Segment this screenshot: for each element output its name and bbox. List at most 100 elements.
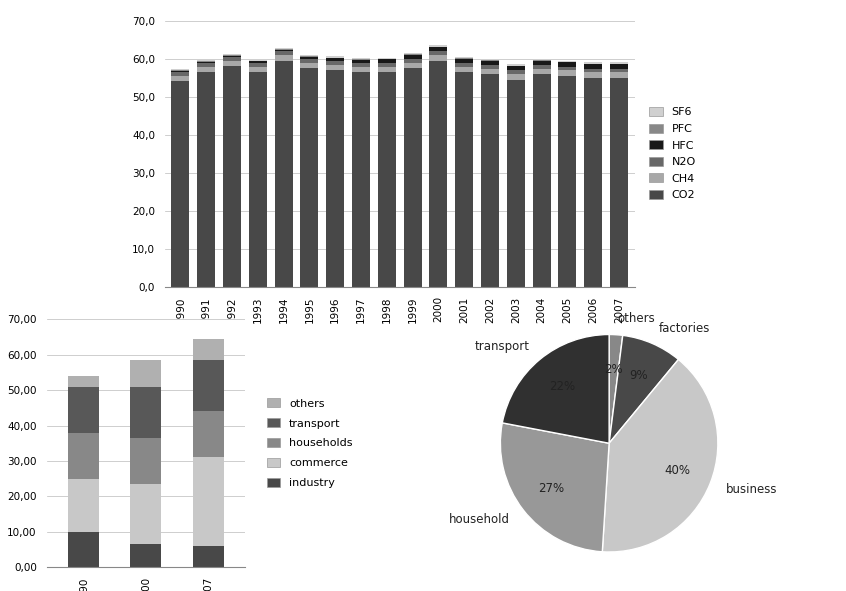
Bar xyxy=(172,71,190,72)
Bar xyxy=(481,74,499,287)
Bar xyxy=(558,67,576,70)
Bar xyxy=(197,61,215,63)
Bar xyxy=(197,63,215,67)
Bar xyxy=(558,70,576,76)
Text: factories: factories xyxy=(659,322,710,335)
Bar xyxy=(130,544,162,567)
Legend: others, transport, households, commerce, industry: others, transport, households, commerce,… xyxy=(266,398,353,488)
Bar xyxy=(300,63,318,68)
Bar xyxy=(481,61,499,65)
Bar xyxy=(455,67,473,72)
Bar xyxy=(430,61,448,287)
Text: 27%: 27% xyxy=(537,482,563,495)
Wedge shape xyxy=(602,359,718,552)
Bar xyxy=(430,46,448,47)
Bar xyxy=(275,56,293,61)
Bar xyxy=(481,65,499,69)
Bar xyxy=(430,47,448,51)
Bar xyxy=(249,61,266,63)
Bar xyxy=(69,479,99,532)
Wedge shape xyxy=(500,423,609,552)
Bar xyxy=(585,63,602,64)
Bar xyxy=(249,67,266,72)
Bar xyxy=(610,63,628,64)
Bar xyxy=(197,60,215,61)
Bar xyxy=(130,387,162,438)
Bar xyxy=(172,70,190,71)
Bar xyxy=(481,60,499,61)
Bar xyxy=(352,59,370,60)
Bar xyxy=(455,63,473,67)
Bar xyxy=(455,58,473,59)
Bar xyxy=(507,66,525,70)
Bar xyxy=(533,65,551,69)
Bar xyxy=(378,67,396,72)
Wedge shape xyxy=(609,335,678,443)
Bar xyxy=(533,74,551,287)
Bar xyxy=(327,61,344,65)
Bar xyxy=(300,68,318,287)
Bar xyxy=(585,69,602,72)
Wedge shape xyxy=(503,335,609,443)
Bar xyxy=(481,59,499,60)
Bar xyxy=(69,433,99,479)
Bar xyxy=(430,56,448,61)
Bar xyxy=(378,63,396,67)
Bar xyxy=(223,61,241,66)
Bar xyxy=(249,60,266,61)
Bar xyxy=(223,55,241,56)
Bar xyxy=(193,457,223,546)
Bar xyxy=(172,72,190,76)
Bar xyxy=(327,65,344,70)
Text: 2%: 2% xyxy=(604,363,623,376)
Bar xyxy=(193,360,223,411)
Bar xyxy=(300,56,318,57)
Bar xyxy=(352,60,370,63)
Bar xyxy=(352,63,370,67)
Bar xyxy=(404,54,421,55)
Bar xyxy=(352,58,370,59)
Bar xyxy=(455,59,473,63)
Bar xyxy=(193,339,223,360)
Bar xyxy=(455,72,473,287)
Bar xyxy=(223,54,241,55)
Text: household: household xyxy=(449,514,510,527)
Bar xyxy=(172,69,190,70)
Bar xyxy=(327,70,344,287)
Bar xyxy=(507,74,525,80)
Bar xyxy=(69,376,99,387)
Bar xyxy=(69,532,99,567)
Bar xyxy=(378,59,396,60)
Bar xyxy=(404,63,421,68)
Bar xyxy=(197,67,215,72)
Text: 40%: 40% xyxy=(665,464,691,477)
Text: 9%: 9% xyxy=(629,369,648,382)
Bar xyxy=(352,67,370,72)
Bar xyxy=(610,72,628,77)
Bar xyxy=(300,55,318,56)
Bar xyxy=(507,80,525,287)
Bar xyxy=(300,57,318,59)
Bar xyxy=(130,360,162,387)
Bar xyxy=(533,61,551,65)
Bar xyxy=(327,56,344,57)
Bar xyxy=(275,49,293,50)
Bar xyxy=(507,64,525,66)
Bar xyxy=(172,82,190,287)
Bar xyxy=(558,76,576,287)
Bar xyxy=(378,60,396,63)
Bar xyxy=(69,387,99,433)
Bar xyxy=(404,56,421,59)
Bar xyxy=(193,546,223,567)
Bar xyxy=(533,59,551,60)
Bar xyxy=(223,66,241,287)
Bar xyxy=(610,64,628,69)
Bar xyxy=(455,57,473,58)
Bar xyxy=(130,484,162,544)
Text: 22%: 22% xyxy=(549,380,575,393)
Bar xyxy=(275,61,293,287)
Bar xyxy=(193,411,223,457)
Bar xyxy=(172,76,190,82)
Bar xyxy=(378,72,396,287)
Bar xyxy=(585,77,602,287)
